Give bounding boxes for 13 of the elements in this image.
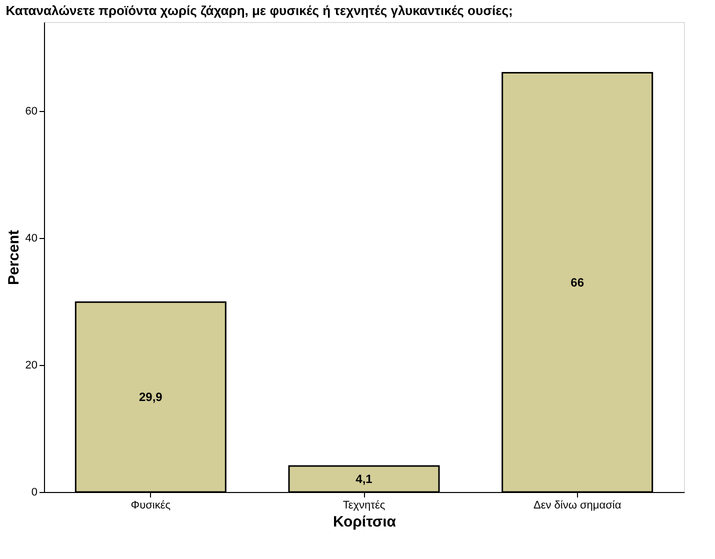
y-tick-label: 0: [31, 486, 38, 498]
y-axis-title: Percent: [5, 230, 22, 286]
data-label: 66: [570, 275, 584, 290]
x-tick-label: Τεχνητές: [342, 500, 386, 512]
x-axis-title: Κορίτσια: [332, 514, 397, 530]
x-tick-label: Φυσικές: [130, 500, 171, 512]
y-tick-label: 40: [25, 232, 38, 244]
x-tick-label: Δεν δίνω σημασία: [533, 500, 622, 512]
y-tick-label: 60: [25, 105, 38, 118]
data-label: 29,9: [138, 390, 163, 404]
y-tick-label: 20: [25, 359, 38, 372]
chart-title: Καταναλώνετε προϊόντα χωρίς ζάχαρη, με φυσικές ή τεχνητές γλυκαντικές ουσίες;: [6, 3, 513, 18]
data-label: 4,1: [356, 472, 373, 486]
